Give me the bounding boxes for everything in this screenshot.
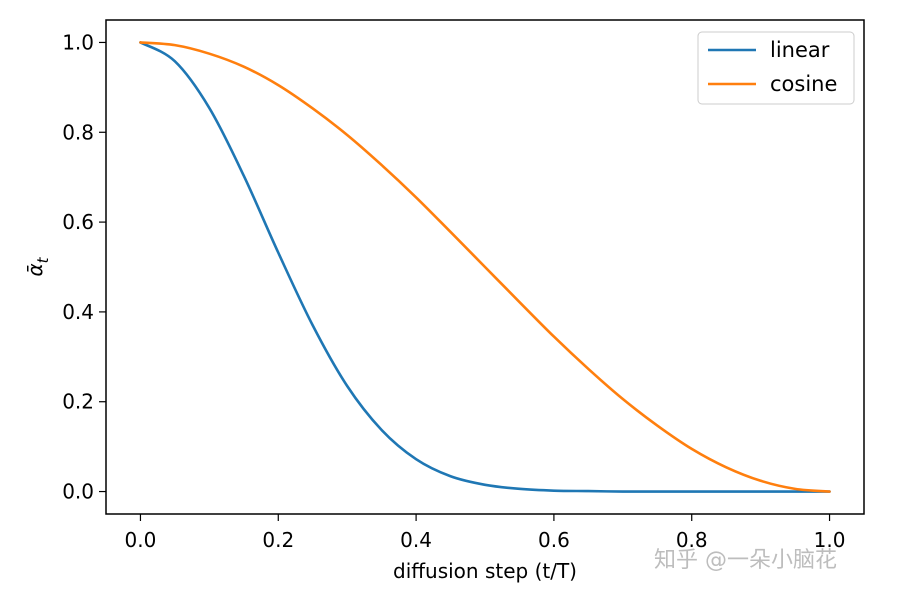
y-axis-ticks: 0.0 0.2 0.4 0.6 0.8 1.0 <box>62 30 106 504</box>
y-tick-label: 0.0 <box>62 480 94 504</box>
y-tick-label: 0.4 <box>62 300 94 324</box>
svg-text:ᾱt: ᾱt <box>23 256 52 276</box>
x-tick-label: 1.0 <box>814 528 846 552</box>
series-layer <box>139 41 831 493</box>
y-axis-label-subscript: t <box>34 256 52 263</box>
x-tick-label: 0.4 <box>400 528 432 552</box>
watermark: 知乎 @一朵小脑花 <box>654 548 837 573</box>
legend-label-linear: linear <box>770 38 830 62</box>
series-line-linear <box>139 41 831 493</box>
legend-label-cosine: cosine <box>770 72 837 96</box>
y-tick-label: 0.8 <box>62 120 94 144</box>
x-tick-label: 0.2 <box>262 528 294 552</box>
series-line-cosine <box>139 41 831 493</box>
x-axis-ticks: 0.0 0.2 0.4 0.6 0.8 1.0 <box>125 514 846 552</box>
y-axis-label-main: ᾱ <box>23 263 47 276</box>
x-axis-label: diffusion step (t/T) <box>393 559 577 583</box>
y-axis-label: ᾱt <box>23 256 52 276</box>
legend: linear cosine <box>697 31 855 105</box>
y-tick-label: 1.0 <box>62 30 94 54</box>
y-tick-label: 0.6 <box>62 210 94 234</box>
x-tick-label: 0.6 <box>538 528 570 552</box>
x-tick-label: 0.8 <box>676 528 708 552</box>
y-tick-label: 0.2 <box>62 390 94 414</box>
x-tick-label: 0.0 <box>125 528 157 552</box>
